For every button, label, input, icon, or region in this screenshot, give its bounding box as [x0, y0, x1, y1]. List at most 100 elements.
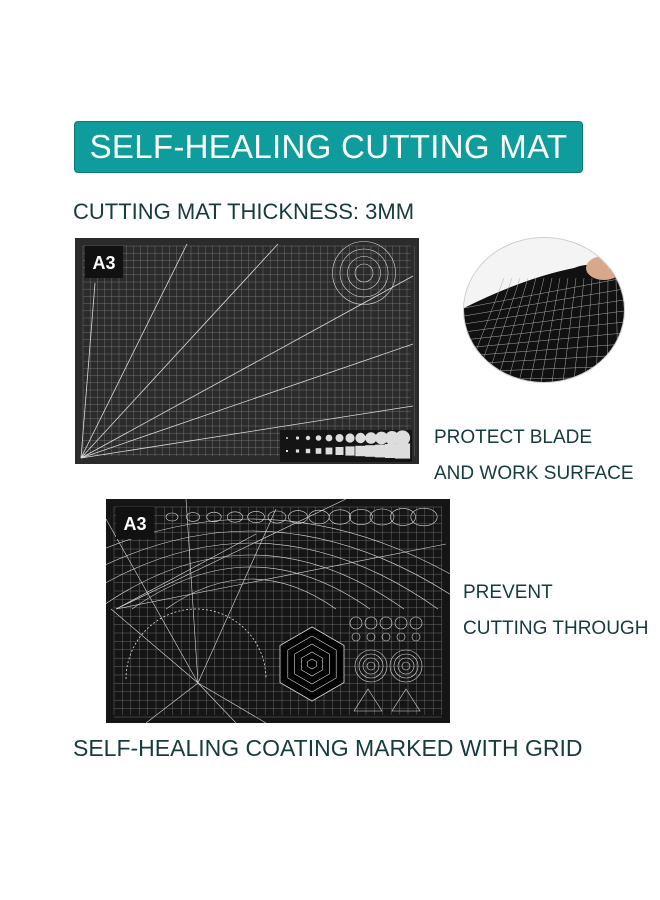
circle-template [411, 632, 421, 642]
grid-line [562, 277, 577, 382]
angle-line [145, 682, 199, 723]
grid-line [464, 310, 624, 333]
circle-template [351, 632, 361, 642]
circle-template [379, 616, 393, 630]
grid-line [518, 277, 545, 382]
circle-template [305, 435, 311, 441]
square-template [335, 447, 344, 455]
angle-line [80, 243, 188, 459]
triangle-template [353, 688, 383, 712]
grid-line [551, 277, 569, 382]
oval-template [390, 508, 416, 526]
oval-template [349, 509, 373, 525]
grid-line [584, 277, 593, 382]
circle-template [315, 435, 322, 441]
protractor-arc [125, 608, 267, 680]
square-template [375, 444, 388, 458]
angle-line [115, 543, 447, 610]
angle-line [106, 518, 199, 684]
grid-line [464, 343, 624, 357]
thickness-heading: CUTTING MAT THICKNESS: 3MM [73, 199, 415, 224]
feature-1-line-2: AND WORK SURFACE [434, 463, 634, 484]
angle-line [197, 508, 277, 684]
circle-template [394, 616, 408, 630]
arc-line [106, 554, 405, 610]
hexagon-ring [301, 651, 323, 677]
hexagon-ring [294, 643, 330, 685]
target-circle [339, 248, 389, 298]
target-circle [358, 653, 384, 679]
circle-template [396, 632, 406, 642]
title-banner: SELF-HEALING CUTTING MAT [74, 121, 583, 173]
oval-template [288, 510, 308, 524]
angle-line [115, 499, 347, 610]
circle-template [409, 616, 423, 630]
square-template [355, 445, 366, 457]
mat-closeup-photo [463, 237, 625, 383]
circle-template [295, 436, 300, 440]
oval-template [328, 509, 352, 525]
angle-line [115, 533, 257, 610]
oval-template [186, 512, 200, 522]
bottom-caption: SELF-HEALING COATING MARKED WITH GRID [73, 735, 583, 761]
square-template [365, 445, 377, 457]
mat-background [75, 238, 419, 464]
hexagon-ring [307, 658, 317, 670]
hand-finger [586, 256, 622, 280]
grid-line [529, 277, 553, 382]
square-template [305, 448, 311, 454]
circle-template [364, 616, 378, 630]
grid-line [464, 277, 624, 309]
oval-template [226, 511, 244, 523]
oval-template [369, 508, 395, 526]
grid-line [464, 321, 624, 341]
feature-2-line-1: PREVENT [463, 582, 553, 603]
arc-line [165, 578, 337, 610]
square-template [394, 443, 411, 459]
grid-line [464, 299, 624, 325]
feature-2-line-2: CUTTING THROUGH [463, 618, 649, 639]
size-badge [85, 246, 123, 278]
circle-template [366, 632, 376, 642]
grid-line [573, 277, 585, 382]
circle-template [381, 632, 391, 642]
circle-template [286, 437, 288, 439]
grid-line [485, 277, 521, 382]
grid-line [464, 288, 624, 317]
angle-line [197, 682, 237, 723]
hexagon-ring [287, 635, 337, 693]
oval-template [410, 507, 438, 527]
arc-line [131, 566, 371, 610]
circle-template [365, 432, 377, 444]
angle-line [80, 282, 96, 459]
cutting-mat-image-1: A3 [75, 238, 419, 464]
square-template [345, 446, 355, 456]
angle-line [80, 275, 414, 459]
angle-line [110, 608, 199, 684]
triangle-template [391, 688, 421, 712]
angle-line [80, 343, 414, 459]
target-circle [354, 263, 374, 283]
target-circle [389, 649, 423, 683]
banner-title: SELF-HEALING CUTTING MAT [89, 128, 568, 165]
target-circle [401, 661, 411, 671]
square-template [315, 448, 322, 454]
angle-line [197, 682, 267, 723]
grid-line [464, 332, 624, 349]
oval-template [206, 511, 222, 523]
angle-line [185, 499, 199, 684]
feature-1-line-1: PROTECT BLADE [434, 427, 593, 448]
circle-template [385, 431, 399, 445]
size-label: A3 [92, 253, 115, 273]
circle-template [394, 430, 411, 446]
cutting-mat-image-2: A3 [106, 499, 450, 723]
grid-line [540, 277, 561, 382]
circle-template [349, 616, 363, 630]
arc-line [106, 518, 450, 575]
target-circle [362, 657, 380, 675]
size-label: A3 [123, 514, 146, 534]
target-circle [332, 241, 396, 305]
arc-line [106, 542, 439, 610]
target-circle [397, 657, 415, 675]
target-circle [354, 649, 388, 683]
